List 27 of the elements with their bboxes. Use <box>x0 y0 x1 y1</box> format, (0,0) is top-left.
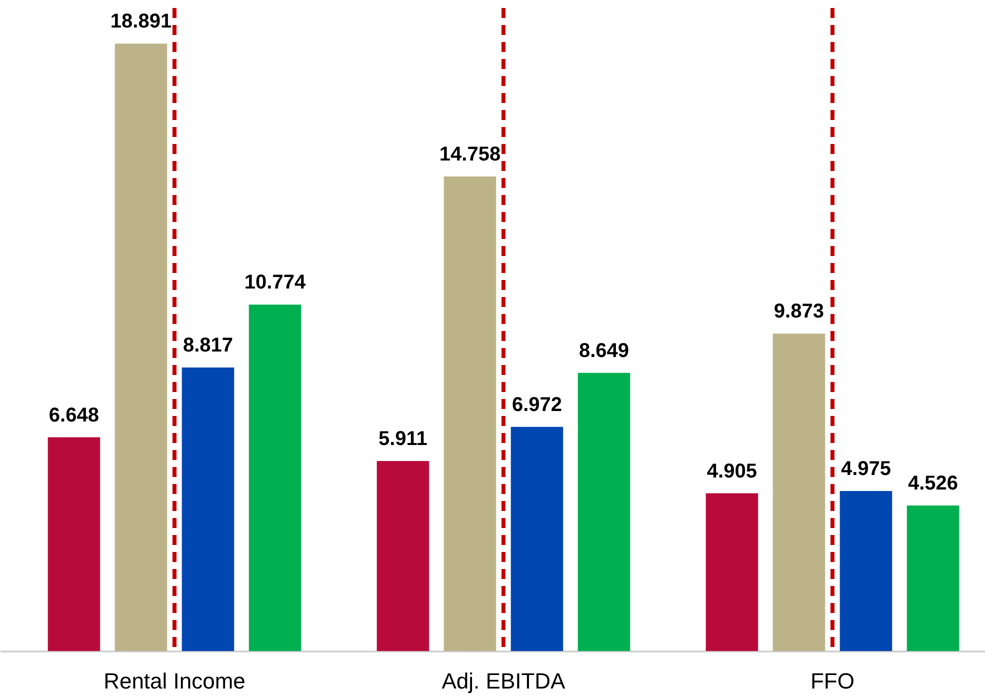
bar <box>114 44 168 651</box>
bar <box>248 304 302 651</box>
bar <box>578 372 630 651</box>
bar <box>182 368 234 651</box>
bar <box>376 460 430 651</box>
data-label: 4.905 <box>706 460 757 482</box>
data-label: 6.648 <box>48 404 99 426</box>
bar <box>510 426 564 651</box>
data-label: 9.873 <box>774 300 824 323</box>
x-tick-label: FFO <box>810 668 854 694</box>
data-label: 18.891 <box>110 10 172 33</box>
bar <box>706 493 758 651</box>
bar <box>840 491 892 651</box>
bar <box>906 505 960 651</box>
bar <box>444 176 496 651</box>
data-label: 14.758 <box>439 144 501 166</box>
bar <box>48 437 100 651</box>
data-label: 5.911 <box>378 428 428 450</box>
x-tick-label: Rental Income <box>104 668 246 694</box>
data-label: 4.526 <box>908 472 958 494</box>
data-label: 4.975 <box>840 458 892 480</box>
data-label: 6.972 <box>512 394 562 416</box>
data-label: 8.817 <box>182 334 234 357</box>
data-label: 10.774 <box>244 272 306 294</box>
x-tick-label: Adj. EBITDA <box>442 668 566 694</box>
bar <box>772 334 826 651</box>
data-label: 8.649 <box>578 340 630 362</box>
